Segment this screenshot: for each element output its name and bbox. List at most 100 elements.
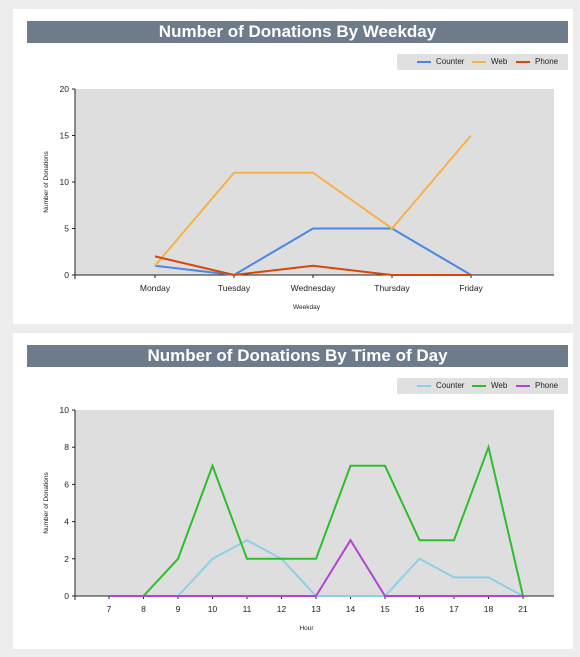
data-point-web[interactable] <box>453 539 456 542</box>
x-axis-title: Weekday <box>293 304 321 311</box>
y-tick-label: 5 <box>64 224 69 234</box>
data-point-web[interactable] <box>246 557 249 560</box>
data-point-phone[interactable] <box>349 539 352 542</box>
x-tick-label: 21 <box>518 604 528 614</box>
data-point-web[interactable] <box>154 264 157 267</box>
x-tick-label: 8 <box>141 604 146 614</box>
x-tick-label: 12 <box>277 604 287 614</box>
data-point-phone[interactable] <box>142 595 145 598</box>
data-point-web[interactable] <box>391 227 394 230</box>
data-point-web[interactable] <box>233 171 236 174</box>
data-point-counter[interactable] <box>453 576 456 579</box>
y-tick-label: 6 <box>64 479 69 489</box>
y-tick-label: 2 <box>64 554 69 564</box>
series-line-phone[interactable] <box>154 255 471 277</box>
y-tick-label: 20 <box>60 84 70 94</box>
legend-label-phone: Phone <box>535 57 559 66</box>
y-axis-title: Number of Donations <box>43 472 50 534</box>
y-axis-title: Number of Donations <box>43 151 50 213</box>
data-point-counter[interactable] <box>418 557 421 560</box>
series-line-counter[interactable] <box>154 227 472 277</box>
y-tick-label: 0 <box>64 591 69 601</box>
legend-label-phone: Phone <box>535 381 559 390</box>
data-point-phone[interactable] <box>384 595 387 598</box>
data-point-counter[interactable] <box>487 576 490 579</box>
legend-swatch-web <box>472 385 486 387</box>
x-tick-label: 17 <box>449 604 459 614</box>
x-tick-label: 10 <box>208 604 218 614</box>
data-point-phone[interactable] <box>211 595 214 598</box>
x-tick-label: Wednesday <box>291 283 336 293</box>
x-tick-label: 13 <box>311 604 321 614</box>
data-point-web[interactable] <box>384 464 387 467</box>
data-point-web[interactable] <box>487 446 490 449</box>
x-tick-label: 11 <box>243 604 252 614</box>
legend-swatch-phone <box>516 61 530 63</box>
legend-swatch-counter <box>417 385 431 387</box>
legend-label-web: Web <box>491 57 508 66</box>
weekday-chart-panel: Number of Donations By Weekday Counter W… <box>13 9 573 324</box>
data-point-phone[interactable] <box>246 595 249 598</box>
legend-swatch-counter <box>417 61 431 63</box>
x-tick-label: Tuesday <box>218 283 251 293</box>
y-tick-label: 4 <box>64 517 69 527</box>
data-point-web[interactable] <box>315 557 318 560</box>
data-point-counter[interactable] <box>312 227 315 230</box>
data-point-phone[interactable] <box>418 595 421 598</box>
data-point-counter[interactable] <box>211 557 214 560</box>
x-tick-label: Monday <box>140 283 171 293</box>
data-point-web[interactable] <box>211 464 214 467</box>
x-tick-label: Thursday <box>374 283 410 293</box>
data-point-phone[interactable] <box>280 595 283 598</box>
x-tick-label: 14 <box>346 604 356 614</box>
hour-line-chart: 0 2 4 6 8 10 7 8 9 10 11 12 13 14 15 16 17 18 21 Hour Number… <box>43 405 554 632</box>
data-point-web[interactable] <box>470 134 473 137</box>
y-tick-label: 8 <box>64 442 69 452</box>
x-tick-label: 16 <box>415 604 425 614</box>
chart-legend: Counter Web Phone <box>397 54 568 70</box>
data-point-phone[interactable] <box>453 595 456 598</box>
chart-title: Number of Donations By Time of Day <box>27 345 568 367</box>
data-point-phone[interactable] <box>233 274 236 277</box>
legend-label-web: Web <box>491 381 508 390</box>
hour-chart-panel: Number of Donations By Time of Day Count… <box>13 333 573 649</box>
data-point-phone[interactable] <box>108 595 111 598</box>
data-point-phone[interactable] <box>522 595 525 598</box>
legend-label-counter: Counter <box>436 381 465 390</box>
series-line-phone[interactable] <box>109 538 523 597</box>
y-tick-label: 15 <box>60 131 70 141</box>
data-point-counter[interactable] <box>246 539 249 542</box>
y-tick-label: 10 <box>60 177 70 187</box>
data-point-phone[interactable] <box>312 264 315 267</box>
series-line-web[interactable] <box>109 443 524 597</box>
data-point-web[interactable] <box>349 464 352 467</box>
chart-legend: Counter Web Phone <box>397 378 568 394</box>
data-point-phone[interactable] <box>487 595 490 598</box>
legend-swatch-web <box>472 61 486 63</box>
data-point-web[interactable] <box>312 171 315 174</box>
data-point-web[interactable] <box>280 557 283 560</box>
data-point-web[interactable] <box>177 557 180 560</box>
data-point-counter[interactable] <box>349 595 352 598</box>
data-point-phone[interactable] <box>470 274 473 277</box>
data-point-phone[interactable] <box>154 255 157 258</box>
plot-area <box>75 89 554 275</box>
data-point-phone[interactable] <box>315 595 318 598</box>
data-point-phone[interactable] <box>391 274 394 277</box>
x-tick-label: 15 <box>380 604 390 614</box>
y-tick-label: 0 <box>64 270 69 280</box>
x-axis-title: Hour <box>299 625 314 632</box>
x-tick-label: 7 <box>107 604 112 614</box>
weekday-line-chart: 0 5 10 15 20 Monday Tuesday Wednesday Thursday Fr… <box>43 84 554 311</box>
chart-title: Number of Donations By Weekday <box>27 21 568 43</box>
legend-label-counter: Counter <box>436 57 465 66</box>
plot-area <box>75 410 554 596</box>
legend-swatch-phone <box>516 385 530 387</box>
data-point-web[interactable] <box>418 539 421 542</box>
y-tick-label: 10 <box>60 405 70 415</box>
x-tick-label: Friday <box>459 283 483 293</box>
series-line-web[interactable] <box>154 134 472 267</box>
data-point-phone[interactable] <box>177 595 180 598</box>
x-tick-label: 18 <box>484 604 494 614</box>
x-tick-label: 9 <box>176 604 181 614</box>
